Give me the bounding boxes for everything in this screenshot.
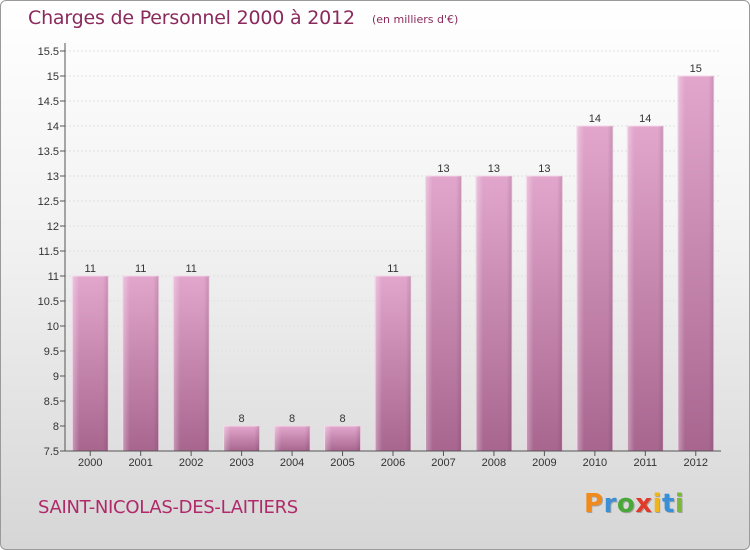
data-label: 8: [289, 413, 295, 425]
data-label: 15: [690, 63, 702, 75]
x-tick-label: 2010: [583, 457, 607, 469]
bar-shade: [526, 176, 563, 451]
commune-name: SAINT-NICOLAS-DES-LAITIERS: [38, 497, 298, 518]
x-tick-label: 2004: [280, 457, 304, 469]
y-tick-label: 10: [47, 321, 59, 333]
x-tick-label: 2006: [381, 457, 405, 469]
data-label: 13: [437, 163, 449, 175]
y-tick-label: 13: [47, 171, 59, 183]
data-label: 11: [85, 263, 96, 275]
bar-shade: [576, 126, 613, 451]
y-tick-label: 12.5: [38, 196, 59, 208]
data-label: 13: [488, 163, 500, 175]
y-tick-label: 12: [47, 221, 59, 233]
y-tick-label: 9: [53, 371, 59, 383]
x-tick-label: 2001: [128, 457, 152, 469]
data-label: 11: [135, 263, 146, 275]
bar-shade: [173, 276, 210, 451]
data-label: 13: [538, 163, 550, 175]
bar-shade: [72, 276, 109, 451]
y-tick-label: 8: [53, 421, 59, 433]
x-tick-label: 2003: [229, 457, 253, 469]
bar-shade: [627, 126, 664, 451]
y-tick-label: 7.5: [44, 446, 59, 458]
bar-shade: [122, 276, 159, 451]
x-tick-label: 2000: [78, 457, 102, 469]
data-label: 14: [589, 113, 601, 125]
y-tick-label: 9.5: [44, 346, 59, 358]
y-tick-label: 11.5: [38, 246, 59, 258]
bar-shade: [375, 276, 411, 451]
data-label: 11: [185, 263, 196, 275]
x-tick-label: 2009: [532, 457, 556, 469]
data-label: 8: [339, 413, 345, 425]
y-tick-label: 15: [47, 71, 59, 83]
bar-shade: [274, 426, 311, 451]
y-tick-label: 14: [47, 121, 59, 133]
data-label: 11: [387, 263, 398, 275]
y-tick-label: 15.5: [38, 46, 59, 58]
x-tick-label: 2011: [633, 457, 657, 469]
proxiti-logo: Proxiti: [584, 489, 685, 519]
chart-title: Charges de Personnel 2000 à 2012: [28, 7, 355, 29]
data-label: 8: [239, 413, 245, 425]
y-tick-label: 10.5: [38, 296, 59, 308]
bar-shade: [677, 76, 714, 451]
y-tick-label: 11: [48, 271, 59, 283]
bar-shade: [425, 176, 462, 451]
y-tick-label: 8.5: [44, 396, 59, 408]
bar-shade: [475, 176, 512, 451]
chart-subtitle: (en milliers d'€): [372, 13, 459, 26]
x-tick-label: 2008: [482, 457, 506, 469]
y-tick-label: 14.5: [38, 96, 59, 108]
bar-shade: [223, 426, 260, 451]
data-label: 14: [639, 113, 651, 125]
x-tick-label: 2002: [179, 457, 203, 469]
bar-shade: [324, 426, 361, 451]
y-tick-label: 13.5: [38, 146, 59, 158]
x-tick-label: 2005: [330, 457, 354, 469]
x-tick-label: 2012: [684, 457, 708, 469]
x-tick-label: 2007: [431, 457, 455, 469]
